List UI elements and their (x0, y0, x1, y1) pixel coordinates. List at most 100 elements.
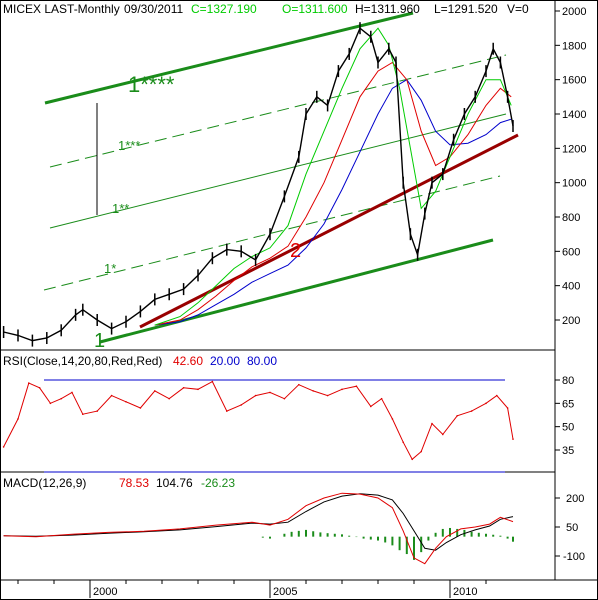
macd-label: MACD(12,26,9) (3, 476, 86, 490)
rsi-point (226, 410, 228, 412)
rsi-point (355, 385, 358, 388)
price-y-tick-label: 1000 (562, 178, 586, 190)
macd-hist-value: -26.23 (201, 476, 235, 490)
rsi-lower-value: 20.00 (210, 354, 240, 368)
price-y-tick-label: 1200 (562, 143, 586, 155)
rsi-y-tick-label: 50 (562, 422, 574, 434)
rsi-point (197, 388, 199, 391)
channel-label-1-star: 1* (104, 261, 116, 276)
rsi-point (420, 450, 423, 453)
series-ma-fast (154, 27, 512, 326)
rsi-point (512, 438, 514, 440)
macd-line (3, 492, 514, 565)
x-axis: 2000 2005 2010 (17, 580, 487, 598)
price-header: MICEX LAST-Monthly 09/30/2011 C=1327.190… (3, 2, 529, 16)
rsi-label: RSI(Close,14,20,80,Red,Red) (3, 354, 162, 368)
rsi-point (96, 410, 98, 412)
channel-lines (43, 11, 507, 344)
price-y-tick-label: 600 (562, 246, 580, 258)
rsi-panel: RSI(Close,14,20,80,Red,Red) 42.60 20.00 … (2, 354, 574, 473)
header-close: C=1327.190 (191, 2, 257, 16)
rsi-point (341, 388, 343, 391)
header-low: L=1291.520 (434, 2, 498, 16)
price-y-tick-label: 1800 (562, 40, 586, 52)
rsi-point (211, 380, 214, 383)
price-series (2, 22, 514, 347)
macd-y-axis: -100 50 200 (555, 493, 585, 563)
rsi-point (312, 390, 315, 392)
channel-line-1-3star (49, 54, 507, 168)
rsi-point (496, 394, 498, 397)
header-high: H=1311.960 (355, 2, 420, 16)
rsi-point (60, 397, 62, 400)
macd-y-tick-label: 50 (566, 522, 578, 534)
rsi-point (402, 441, 405, 444)
header-open: O=1311.600 (282, 2, 348, 16)
rsi-point (380, 397, 383, 400)
rsi-point (254, 394, 257, 397)
rsi-point (298, 383, 300, 386)
rsi-point (391, 418, 394, 420)
price-panel: 1 1* 1** 1*** 1**** 2 MICEX LAST-Monthly… (2, 2, 586, 352)
rsi-point (370, 405, 372, 408)
rsi-series (2, 380, 514, 461)
rsi-point (154, 390, 156, 392)
rsi-point (485, 402, 487, 405)
rsi-point (182, 386, 185, 389)
rsi-point (168, 397, 170, 400)
x-tick-label: 2005 (273, 586, 297, 598)
channel-line-1 (99, 238, 494, 344)
rsi-upper-value: 80.00 (247, 354, 277, 368)
rsi-point (240, 404, 242, 406)
macd-panel: MACD(12,26,9) 78.53 104.76 -26.23 -100 50… (3, 476, 585, 565)
channel-line-1-2star (49, 113, 507, 229)
rsi-point (283, 397, 286, 400)
rsi-y-axis: 35 50 65 80 (555, 375, 574, 457)
rsi-point (71, 391, 73, 394)
rsi-y-tick-label: 80 (562, 375, 574, 387)
price-y-tick-label: 2000 (562, 6, 586, 18)
rsi-point (326, 394, 329, 397)
channel-line-1-star (43, 175, 501, 291)
series-price (3, 27, 514, 342)
header-symbol: MICEX LAST-Monthly (3, 2, 120, 16)
header-volume: V=0 (507, 2, 529, 16)
channel-label-1-4star: 1**** (128, 72, 175, 97)
rsi-point (470, 410, 473, 412)
price-y-tick-label: 400 (562, 281, 580, 293)
rsi-point (125, 400, 127, 403)
series-ma-mid (154, 61, 512, 326)
rsi-y-tick-label: 35 (562, 445, 574, 457)
rsi-point (431, 422, 433, 425)
rsi-value: 42.60 (173, 354, 203, 368)
rsi-point (17, 418, 19, 420)
macd-y-tick-label: -100 (563, 551, 585, 563)
macd-signal-value: 104.76 (156, 476, 193, 490)
macd-value: 78.53 (119, 476, 149, 490)
rsi-point (411, 458, 414, 461)
rsi-point (49, 402, 52, 405)
price-y-tick-label: 800 (562, 212, 580, 224)
trend-line (139, 133, 519, 329)
rsi-point (38, 386, 41, 389)
price-y-tick-label: 200 (562, 315, 580, 327)
macd-signal-line (3, 493, 514, 551)
rsi-point (82, 413, 84, 416)
price-y-tick-label: 1400 (562, 109, 586, 121)
rsi-point (269, 391, 271, 394)
rsi-point (456, 414, 459, 417)
rsi-point (506, 407, 509, 409)
rsi-point (28, 382, 30, 384)
channel-line-1-4star (44, 11, 414, 105)
macd-y-tick-label: 200 (566, 493, 584, 505)
x-tick-label: 2010 (453, 586, 477, 598)
channel-label-1: 1 (94, 330, 105, 352)
trend-label: 2 (290, 240, 301, 262)
rsi-point (139, 407, 142, 409)
macd-series (3, 492, 514, 565)
rsi-y-tick-label: 65 (562, 398, 574, 410)
channel-label-1-3star: 1*** (118, 138, 140, 153)
rsi-point (442, 433, 444, 436)
x-tick-label: 2000 (93, 586, 117, 598)
